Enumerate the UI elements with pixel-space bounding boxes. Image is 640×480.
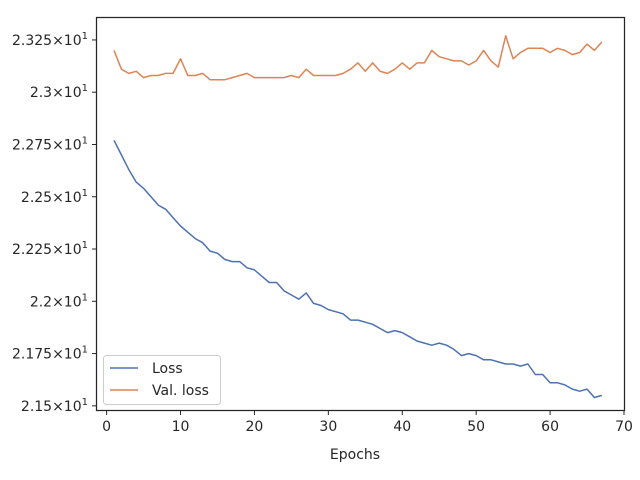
series-line-val-loss — [113, 35, 603, 81]
y-tick-label: 2.25×101 — [21, 188, 88, 206]
legend-label-val-loss: Val. loss — [152, 383, 209, 399]
plot-frame — [95, 16, 626, 412]
x-axis-label: Epochs — [330, 447, 380, 463]
y-tick-label: 2.15×101 — [21, 397, 88, 415]
y-tick-label: 2.3×101 — [30, 83, 88, 101]
series-layer — [113, 35, 603, 399]
y-tick-label: 2.225×101 — [12, 240, 88, 258]
x-tick-label: 50 — [467, 419, 485, 435]
y-tick-label: 2.275×101 — [12, 135, 88, 153]
legend: Loss Val. loss — [103, 355, 221, 405]
y-tick-label: 2.2×101 — [30, 292, 88, 310]
y-tick-label: 2.325×101 — [12, 31, 88, 49]
x-tick-label: 60 — [541, 419, 559, 435]
x-tick-label: 0 — [102, 419, 111, 435]
x-tick-label: 10 — [172, 419, 190, 435]
series-line-loss — [113, 139, 603, 399]
x-tick-label: 70 — [615, 419, 633, 435]
x-tick-label: 20 — [246, 419, 264, 435]
y-axis: 2.15×101 2.175×101 2.2×101 2.225×101 2.25×10… — [12, 31, 97, 415]
x-tick-label: 40 — [393, 419, 411, 435]
y-tick-label: 2.175×101 — [12, 345, 88, 363]
x-axis: 0 10 20 30 40 50 60 70 — [102, 410, 633, 435]
x-tick-label: 30 — [319, 419, 337, 435]
legend-label-loss: Loss — [152, 361, 183, 377]
